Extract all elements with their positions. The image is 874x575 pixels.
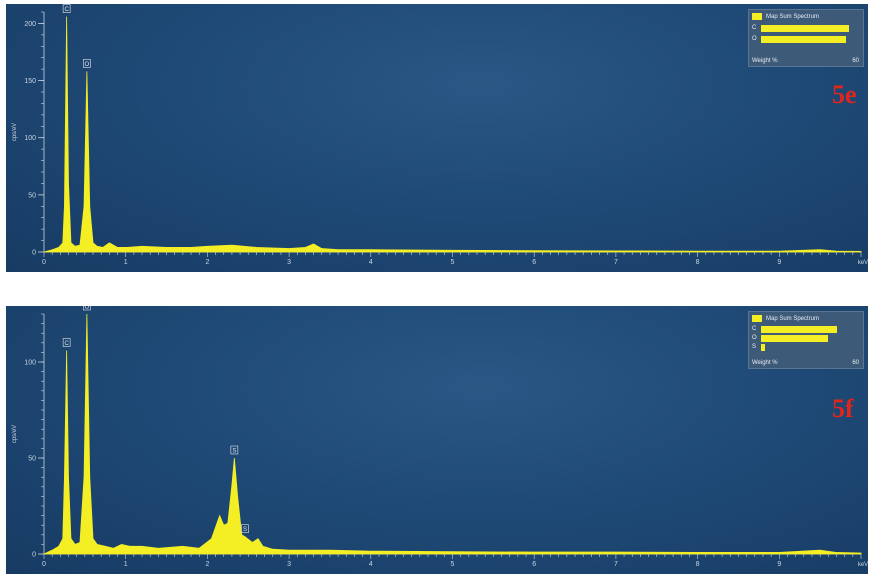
legend-swatch xyxy=(752,13,762,20)
x-tick-label: 7 xyxy=(614,259,618,266)
x-tick-label: 5 xyxy=(451,259,455,266)
peak-label: C xyxy=(62,338,71,347)
x-tick-label: 6 xyxy=(532,259,536,266)
peak-label-text: S xyxy=(232,449,236,455)
y-tick-label: 0 xyxy=(32,552,36,559)
spectrum-panel-5f: 0 1 2 3 4 5 6 7 8 9 keV 0 50 100 cps/eV C O S S Map Sum Sp… xyxy=(6,306,868,574)
peak-label-text: O xyxy=(85,62,90,68)
x-tick-label: 9 xyxy=(777,561,781,568)
legend-element: O xyxy=(752,36,757,42)
y-tick-label: 50 xyxy=(28,192,36,199)
x-tick-label: 0 xyxy=(42,561,46,568)
legend-swatch xyxy=(752,315,762,322)
legend-bar-o xyxy=(761,334,829,342)
x-tick-label: 1 xyxy=(124,259,128,266)
legend-bar-c xyxy=(761,24,849,32)
legend-row-c: C xyxy=(752,24,860,32)
x-axis-label: keV xyxy=(858,562,868,568)
x-tick-label: 4 xyxy=(369,259,373,266)
x-tick-label: 3 xyxy=(287,561,291,568)
legend-bar-c xyxy=(761,325,838,333)
panel-label-5e: 5e xyxy=(832,80,857,109)
legend-element: C xyxy=(752,25,757,31)
peak-label-box xyxy=(230,445,239,455)
legend-row-o: O xyxy=(752,334,860,342)
x-tick-label: 8 xyxy=(696,561,700,568)
peak-label-box xyxy=(83,306,91,311)
peak-label: O xyxy=(83,306,91,311)
legend-footer-label: Weight % xyxy=(752,360,778,366)
x-tick-label: 2 xyxy=(205,259,209,266)
peak-label-text: S xyxy=(243,527,247,533)
peak-label-box xyxy=(83,59,91,68)
legend-row-o: O xyxy=(752,35,860,43)
spectrum-panel-5e: 0 1 2 3 4 5 6 7 8 9 keV 0 50 100 150 200 cps/eV C O Map Su… xyxy=(6,4,868,272)
y-axis-label: cps/eV xyxy=(12,425,18,443)
peak-label-text: O xyxy=(85,306,90,311)
legend-footer-max: 60 xyxy=(852,360,859,366)
x-tick-label: 8 xyxy=(696,259,700,266)
y-tick-label: 150 xyxy=(24,78,36,85)
peak-label: O xyxy=(83,59,91,68)
spectrum-area xyxy=(43,313,862,555)
peak-label-box xyxy=(241,524,249,534)
legend-footer-label: Weight % xyxy=(752,58,778,64)
y-axis-label: cps/eV xyxy=(12,123,18,141)
y-tick-label: 0 xyxy=(32,250,36,257)
x-tick-label: 2 xyxy=(205,561,209,568)
peak-label: C xyxy=(62,4,71,13)
peak-label-box xyxy=(62,4,71,13)
x-tick-label: 4 xyxy=(369,561,373,568)
panel-label-5f: 5f xyxy=(832,394,854,423)
legend-bar-s xyxy=(761,343,766,351)
legend-element: C xyxy=(752,326,757,332)
x-tick-label: 9 xyxy=(777,259,781,266)
x-tick-label: 3 xyxy=(287,259,291,266)
y-tick-label: 50 xyxy=(28,456,36,463)
legend-bar-o xyxy=(761,35,847,43)
x-tick-label: 1 xyxy=(124,561,128,568)
peak-label: S xyxy=(241,524,249,534)
peak-label-text: C xyxy=(64,341,69,347)
legend-title: Map Sum Spectrum xyxy=(766,13,820,20)
legend-5f: Map Sum Spectrum C O S Weight % 60 xyxy=(748,311,864,369)
x-axis-label: keV xyxy=(858,260,868,266)
peak-label-text: C xyxy=(64,7,69,13)
legend-row-c: C xyxy=(752,325,860,333)
y-tick-label: 200 xyxy=(24,21,36,28)
x-tick-label: 7 xyxy=(614,561,618,568)
y-tick-label: 100 xyxy=(24,135,36,142)
x-tick-label: 6 xyxy=(532,561,536,568)
legend-5e: Map Sum Spectrum C O Weight % 60 xyxy=(748,9,864,67)
peak-label-box xyxy=(62,338,71,347)
peak-label: S xyxy=(230,445,239,455)
legend-element: O xyxy=(752,335,757,341)
legend-row-s: S xyxy=(752,343,860,351)
legend-footer-max: 60 xyxy=(852,58,859,64)
legend-title: Map Sum Spectrum xyxy=(766,315,820,322)
x-tick-label: 0 xyxy=(42,259,46,266)
x-tick-label: 5 xyxy=(451,561,455,568)
y-tick-label: 100 xyxy=(24,360,36,367)
legend-element: S xyxy=(752,344,757,350)
spectrum-area xyxy=(43,16,862,253)
